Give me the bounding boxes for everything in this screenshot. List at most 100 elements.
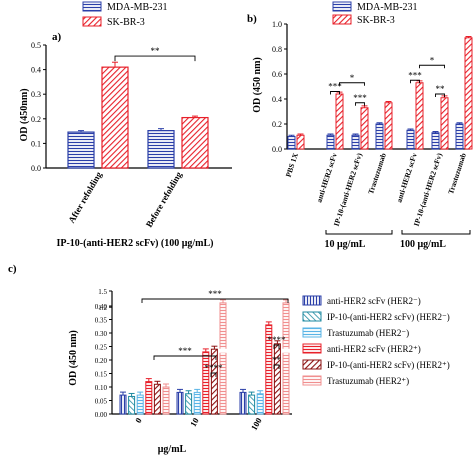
a-ytick-label: 0.4	[31, 66, 41, 75]
c-bar-0-2	[239, 391, 247, 415]
c-bar-1-0	[128, 395, 136, 415]
c-legend-5-swatch	[302, 375, 322, 386]
c-bar-5-1	[219, 302, 227, 415]
a-bar-1-1	[181, 116, 209, 169]
c-sig-4-line	[273, 364, 280, 369]
c-bar-3-1	[202, 351, 210, 415]
b-sig-3-label: ***	[408, 70, 422, 80]
b-sig-4-line	[419, 64, 445, 69]
c-ytick-label: 0.20	[95, 357, 108, 365]
b-bar-1-0	[296, 134, 305, 150]
b-bar-0-0	[287, 136, 296, 150]
c-bar-1-1	[185, 393, 193, 415]
a-legend-1-swatch	[82, 16, 102, 27]
b-xtick-label: anti-HER2 scFv	[394, 152, 419, 204]
a-bar-1-0	[101, 66, 129, 169]
b-sig-5-label: **	[436, 84, 446, 94]
c-xtick-label: 100	[249, 416, 264, 432]
c-bar-2-2	[256, 393, 264, 415]
c-ytick-label: 1.5	[98, 288, 107, 296]
panel-b-group-10-label: 10 μg/mL	[325, 239, 366, 250]
b-sig-0-line	[330, 91, 340, 95]
b-sig-4-label: *	[430, 55, 435, 65]
a-sig-label: **	[151, 46, 161, 56]
b-bar-1-5	[440, 97, 449, 150]
c-bar-2-0	[136, 394, 144, 415]
b-sig-2-label: ***	[353, 93, 367, 103]
c-sig-2-line	[210, 372, 217, 377]
c-legend-5-text: Trastuzumab (HER2⁺)	[327, 376, 409, 386]
b-bar-1-1	[335, 93, 344, 150]
b-bar-1-3	[384, 102, 393, 150]
panel-a-ylabel: OD (450nm)	[19, 88, 30, 141]
c-break-gap	[219, 348, 227, 353]
a-legend-0-text: MDA-MB-231	[107, 2, 168, 13]
c-sig-2-label: ****	[205, 363, 224, 373]
b-bar-1-2	[360, 107, 369, 150]
b-bar-0-4	[406, 129, 415, 150]
b-legend-0-swatch	[332, 1, 352, 12]
c-legend-3-text: anti-HER2 scFv (HER2⁺)	[327, 344, 421, 354]
c-legend-4-swatch	[302, 359, 322, 370]
b-sig-5-line	[435, 93, 445, 97]
b-bar-0-2	[351, 134, 360, 150]
c-ytick-label: 1.2	[98, 304, 107, 312]
c-legend-2-text: Trastuzumab (HER2⁻)	[327, 328, 409, 338]
panel-b-ylabel: OD (450 nm)	[252, 57, 263, 113]
b-xtick-label: Trastuzumab	[446, 152, 468, 195]
panel-b-label: b)	[247, 13, 257, 25]
b-legend-1-text: SK-BR-3	[357, 15, 395, 26]
c-bar-0-1	[176, 391, 184, 415]
b-ytick-label: 0.0	[272, 145, 282, 154]
c-bar-4-1	[210, 348, 218, 415]
a-xtick-label: After refolding	[66, 170, 104, 225]
b-xtick-label: PBS 1X	[284, 151, 300, 178]
b-ytick-label: 1.0	[272, 20, 282, 29]
c-break-gap	[282, 348, 290, 353]
b-bar-0-5	[431, 132, 440, 150]
c-sig-3-line	[273, 344, 280, 349]
b-legend-1-swatch	[332, 14, 352, 25]
a-ytick-label: 0.3	[31, 90, 41, 99]
b-sig-3-line	[410, 79, 420, 84]
panel-a-label: a)	[52, 31, 62, 43]
a-bar-0-1	[147, 130, 175, 169]
c-xtick-label: 10	[188, 416, 201, 428]
c-sig-0-label: ***	[208, 289, 222, 299]
a-xtick-label: Before refolding	[144, 170, 184, 229]
a-bar-0-0	[67, 131, 95, 169]
a-ytick-label: 0.1	[31, 139, 41, 148]
c-ytick-label: 0.00	[95, 411, 108, 419]
b-xtick-label: IP-10-(anti-HER2 scFv)	[332, 151, 364, 227]
b-sig-0-label: ***	[328, 82, 342, 92]
c-legend-2-swatch	[302, 327, 322, 338]
b-xtick-label: IP-10-(anti-HER2 scFv)	[412, 151, 444, 227]
b-ytick-label: 0.6	[272, 70, 282, 79]
b-group-10-bracket	[325, 230, 393, 235]
panel-b-group-100-label: 100 μg/mL	[400, 239, 446, 250]
c-ytick-label: 0.15	[95, 371, 108, 379]
b-sig-1-label: *	[350, 73, 355, 83]
a-legend-1-text: SK-BR-3	[107, 17, 145, 28]
a-legend-0-swatch	[82, 1, 102, 12]
c-ytick-label: 0.25	[95, 344, 108, 352]
panel-c-label: c)	[8, 263, 17, 275]
panel-a-xlabel: IP-10-(anti-HER2 scFv) (100 μg/mL)	[56, 238, 213, 249]
b-group-100-bracket	[401, 230, 471, 235]
c-sig-0-line	[141, 298, 289, 303]
c-ytick-label: 0.05	[95, 398, 108, 406]
b-xtick-label: anti-HER2 scFv	[314, 152, 339, 204]
b-bar-1-4	[415, 82, 424, 150]
b-sig-1-line	[339, 82, 365, 86]
c-bar-3-0	[145, 381, 153, 415]
c-sig-1-label: ***	[178, 346, 192, 356]
c-bar-2-1	[193, 391, 201, 415]
c-legend-3-swatch	[302, 343, 322, 354]
a-ytick-label: 0.0	[31, 164, 41, 173]
b-legend-0-text: MDA-MB-231	[357, 2, 418, 13]
c-legend-4-text: IP-10-(anti-HER2 scFv) (HER2⁺)	[327, 360, 450, 370]
b-ytick-label: 0.2	[272, 120, 282, 129]
b-ytick-label: 0.4	[272, 95, 282, 104]
